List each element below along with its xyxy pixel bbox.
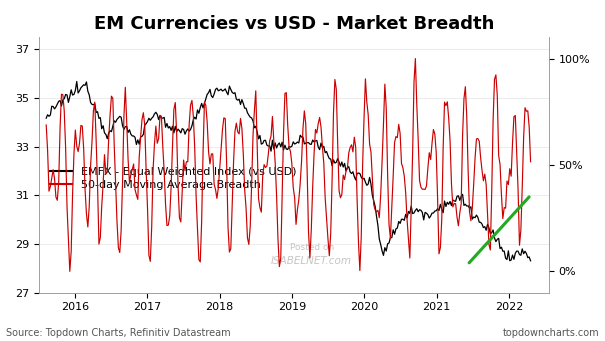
Text: Posted on: Posted on [290,243,334,252]
Legend: EMFX - Equal Weighted Index (vs USD), 50-day Moving Average Breadth: EMFX - Equal Weighted Index (vs USD), 50… [50,167,296,190]
Text: ISABELNET.com: ISABELNET.com [271,256,352,266]
Text: Source: Topdown Charts, Refinitiv Datastream: Source: Topdown Charts, Refinitiv Datast… [6,328,231,338]
Text: topdowncharts.com: topdowncharts.com [502,328,599,338]
Title: EM Currencies vs USD - Market Breadth: EM Currencies vs USD - Market Breadth [94,15,494,33]
